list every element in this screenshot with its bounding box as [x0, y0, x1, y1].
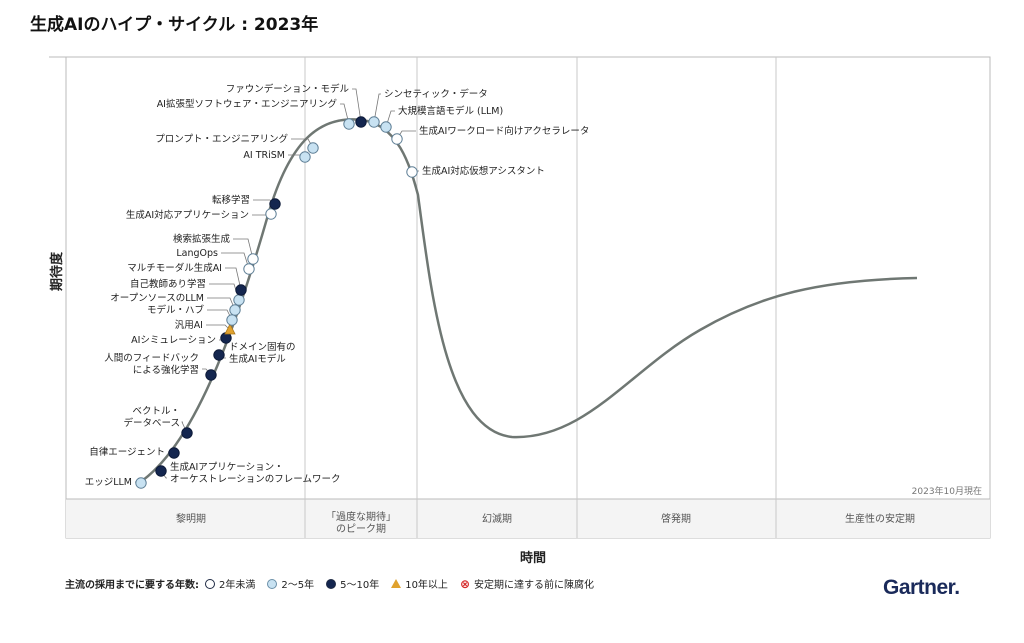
leader-line [340, 103, 350, 125]
plot-frame [65, 56, 991, 539]
as-of-note: 2023年10月現在 [912, 485, 982, 497]
point-label: ベクトル・データベース [123, 406, 180, 429]
triangle-marker [224, 323, 236, 335]
point-label: オープンソースのLLM [110, 293, 204, 304]
chart-title: 生成AIのハイプ・サイクル : 2023年 [30, 15, 319, 35]
leader-line [202, 368, 212, 376]
point-marker [243, 263, 255, 275]
point-label: 人間のフィードバックによる強化学習 [104, 353, 199, 376]
point-label: AI TRiSM [243, 150, 285, 161]
point-marker [205, 369, 217, 381]
phase-label: 幻滅期 [482, 512, 512, 525]
leader-line [209, 283, 240, 301]
legend-item-5-10: 5～10年 [326, 576, 379, 591]
leader-line [207, 309, 233, 321]
legend-item-2-5: 2～5年 [267, 576, 314, 591]
point-marker [380, 121, 392, 133]
point-marker [155, 465, 167, 477]
leader-line [181, 421, 188, 434]
phase-label: 「過度な期待」のピーク期 [326, 510, 396, 535]
point-label: エッジLLM [85, 477, 132, 488]
point-marker [213, 349, 225, 361]
leader-line [288, 154, 306, 158]
point-label: プロンプト・エンジニアリング [155, 133, 288, 145]
point-marker [307, 142, 319, 154]
point-marker [391, 133, 403, 145]
dark-blue-circle-icon [326, 578, 337, 589]
legend-item-over-10: 10年以上 [391, 576, 448, 591]
leader-line [207, 297, 236, 311]
point-marker [355, 116, 367, 128]
point-label: AI拡張型ソフトウェア・エンジニアリング [157, 98, 338, 110]
phase-label: 啓発期 [661, 512, 691, 525]
point-label: 生成AIアプリケーション・オーケストレーションのフレームワーク [170, 461, 341, 485]
leader-line [396, 130, 416, 140]
point-label: 生成AI対応仮想アシスタント [422, 165, 545, 177]
point-marker [343, 118, 355, 130]
point-marker [368, 116, 380, 128]
phase-label: 生産性の安定期 [845, 512, 915, 525]
leader-line [385, 110, 395, 128]
point-label: マルチモーダル生成AI [127, 262, 222, 274]
point-label: ドメイン固有の生成AIモデル [229, 341, 296, 365]
point-marker [247, 253, 259, 265]
leader-line [411, 170, 419, 173]
x-axis-label: 時間 [520, 551, 547, 566]
point-label: 転移学習 [212, 194, 250, 206]
leader-line [168, 451, 175, 454]
leader-line [252, 213, 272, 216]
legend: 主流の採用までに要する年数: 2年未満 2～5年 5～10年 10年以上 ⊗ 安… [65, 576, 600, 592]
white-circle-icon [205, 578, 215, 589]
point-label: LangOps [176, 248, 218, 259]
leader-line [219, 337, 227, 341]
point-marker [299, 151, 311, 163]
point-label: 自律エージェント [89, 446, 165, 458]
legend-item-obsolete: ⊗ 安定期に達する前に陳腐化 [459, 576, 594, 592]
legend-item-under-2: 2年未満 [205, 576, 255, 591]
legend-heading: 主流の採用までに要する年数: [65, 580, 199, 591]
leader-line [221, 252, 250, 270]
point-marker [220, 332, 232, 344]
point-marker [265, 208, 277, 220]
leader-line [218, 354, 226, 359]
point-label: ファウンデーション・モデル [226, 83, 350, 95]
point-label: 大規模言語モデル (LLM) [398, 105, 503, 117]
point-label: 汎用AI [175, 319, 203, 331]
gartner-logo: Gartner. [883, 576, 960, 599]
light-blue-circle-icon [267, 578, 278, 589]
leader-line [373, 93, 381, 123]
phase-label: 黎明期 [176, 512, 206, 525]
point-marker [406, 166, 418, 178]
point-marker [235, 284, 247, 296]
leader-line [352, 88, 362, 123]
point-label: モデル・ハブ [147, 304, 205, 316]
point-marker [229, 304, 241, 316]
y-axis-label: 期待度 [50, 251, 66, 292]
leader-line [291, 138, 314, 149]
leader-line [160, 470, 167, 479]
point-label: 生成AIワークロード向けアクセラレータ [419, 125, 589, 137]
leader-line [135, 481, 142, 484]
point-marker [269, 198, 281, 210]
red-x-circle-icon: ⊗ [459, 576, 470, 591]
point-marker [181, 427, 193, 439]
leader-line [206, 324, 231, 331]
orange-triangle-icon [391, 579, 402, 588]
point-label: 自己教師あり学習 [130, 278, 206, 290]
point-label: 生成AI対応アプリケーション [126, 209, 249, 221]
point-marker [168, 447, 180, 459]
leader-line [233, 238, 254, 260]
hype-curve [138, 118, 918, 485]
point-label: AIシミュレーション [131, 335, 216, 346]
point-marker [233, 294, 245, 306]
point-label: 検索拡張生成 [173, 233, 231, 245]
leader-line [253, 199, 276, 205]
leader-line [225, 267, 242, 291]
point-label: シンセティック・データ [384, 88, 488, 100]
phase-band [66, 499, 990, 538]
point-marker [226, 314, 238, 326]
point-marker [135, 477, 147, 489]
